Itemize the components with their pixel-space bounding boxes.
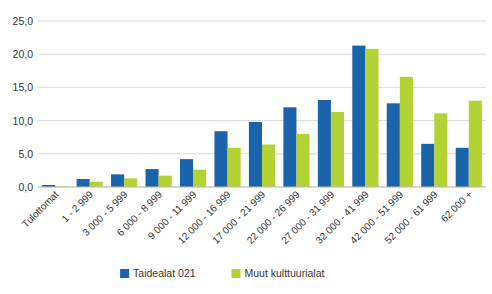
bar <box>456 148 469 187</box>
bar <box>228 148 241 187</box>
bar <box>421 144 434 187</box>
y-tick-label: 0,0 <box>18 181 33 193</box>
bar <box>193 170 206 187</box>
bar <box>262 145 275 187</box>
bar <box>296 134 309 187</box>
bar <box>318 100 331 187</box>
bar <box>214 131 227 187</box>
bar <box>159 176 172 187</box>
legend: Taidealat 021 Muut kulttuurialat <box>120 267 324 279</box>
bar <box>90 182 103 187</box>
grid-line <box>38 21 486 22</box>
bars <box>42 46 482 187</box>
chart: 0,0 5,0 10,0 15,0 20,0 25,0 Tulottomat1 - 2 99… <box>0 0 492 294</box>
bar <box>77 179 90 187</box>
x-tick-label: 52 000 - 61 999 <box>382 188 440 246</box>
legend-label: Taidealat 021 <box>133 267 196 279</box>
x-tick-label: Tulottomat <box>20 188 61 229</box>
y-tick-label: 5,0 <box>18 148 33 160</box>
bar <box>352 46 365 187</box>
bar <box>400 77 413 187</box>
y-tick-label: 20,0 <box>13 48 34 60</box>
grid-line <box>38 120 486 121</box>
y-tick-label: 10,0 <box>13 115 34 127</box>
x-axis-line <box>38 187 486 188</box>
legend-swatch <box>120 269 129 278</box>
bar <box>283 107 296 187</box>
bar <box>249 122 262 187</box>
bar <box>111 174 124 187</box>
legend-label: Muut kulttuurialat <box>245 267 325 279</box>
y-tick-label: 15,0 <box>13 81 34 93</box>
bar <box>365 49 378 187</box>
grid-line <box>38 54 486 55</box>
x-tick-label: 1 - 2 999 <box>59 188 95 224</box>
bar <box>180 159 193 187</box>
bar <box>331 112 344 187</box>
legend-swatch <box>232 269 241 278</box>
grid-line <box>38 87 486 88</box>
y-tick-label: 25,0 <box>13 15 34 27</box>
bar <box>387 103 400 187</box>
bar <box>469 101 482 187</box>
grid-line <box>38 187 486 188</box>
bar <box>124 178 137 187</box>
bar <box>146 169 159 187</box>
bar <box>434 113 447 187</box>
x-tick-label: 62 000 + <box>439 189 475 225</box>
